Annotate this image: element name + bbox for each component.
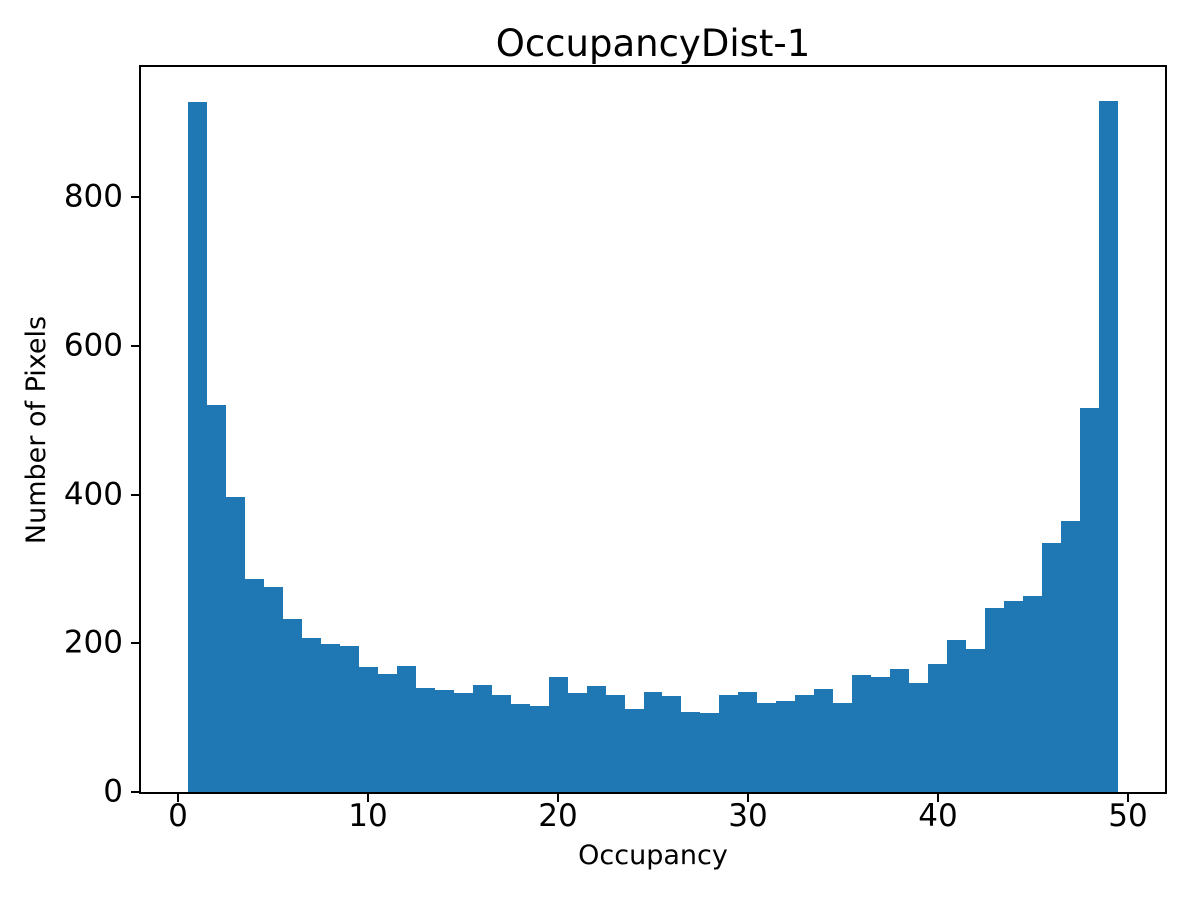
histogram-bar (207, 405, 226, 792)
histogram-bar (738, 692, 757, 792)
histogram-bar (245, 579, 264, 792)
histogram-bar (890, 669, 909, 792)
x-tick (747, 794, 749, 802)
y-tick-label: 800 (63, 178, 123, 215)
x-tick-label: 0 (168, 798, 188, 834)
x-tick-label: 20 (538, 798, 578, 834)
x-tick (1127, 794, 1129, 802)
histogram-bar (568, 693, 587, 792)
histogram-bar (283, 619, 302, 792)
histogram-bar (606, 695, 625, 792)
x-tick-label: 30 (728, 798, 768, 834)
histogram-bar (700, 713, 719, 792)
histogram-bar (852, 675, 871, 792)
histogram-bar (378, 674, 397, 792)
histogram-bar (416, 688, 435, 792)
histogram-bar (549, 677, 568, 792)
x-tick (937, 794, 939, 802)
histogram-bar (625, 709, 644, 792)
histogram-bars (141, 67, 1165, 792)
histogram-bar (1099, 101, 1118, 792)
y-tick (131, 345, 139, 347)
histogram-bar (757, 703, 776, 792)
histogram-bar (814, 689, 833, 792)
histogram-bar (1042, 543, 1061, 792)
histogram-bar (397, 666, 416, 792)
y-tick (131, 196, 139, 198)
chart-title: OccupancyDist-1 (495, 22, 811, 65)
histogram-bar (1080, 408, 1099, 792)
histogram-bar (435, 690, 454, 792)
y-axis-label: Number of Pixels (21, 315, 53, 545)
y-tick-label: 200 (63, 624, 123, 661)
histogram-bar (1004, 601, 1023, 792)
histogram-bar (587, 686, 606, 792)
histogram-bar (188, 102, 207, 792)
y-tick (131, 791, 139, 793)
histogram-bar (302, 638, 321, 792)
histogram-bar (454, 693, 473, 792)
y-tick (131, 642, 139, 644)
histogram-bar (644, 692, 662, 792)
histogram-bar (833, 703, 852, 792)
x-tick (557, 794, 559, 802)
histogram-bar (359, 667, 378, 792)
x-tick (177, 794, 179, 802)
x-axis-label: Occupancy (578, 840, 728, 871)
histogram-bar (985, 608, 1004, 792)
y-tick-label: 400 (63, 476, 123, 513)
y-tick-label: 600 (63, 327, 123, 364)
histogram-bar (321, 644, 340, 792)
histogram-bar (947, 640, 966, 792)
histogram-bar (1023, 596, 1042, 792)
histogram-bar (264, 587, 283, 792)
histogram-bar (928, 664, 947, 792)
histogram-bar (226, 497, 245, 792)
histogram-bar (776, 701, 795, 792)
y-tick-label: 0 (103, 773, 123, 810)
histogram-bar (871, 677, 890, 792)
histogram-bar (492, 695, 511, 792)
histogram-bar (530, 706, 549, 792)
histogram-bar (662, 696, 681, 792)
histogram-bar (681, 712, 700, 792)
x-tick (367, 794, 369, 802)
x-tick-label: 50 (1108, 798, 1148, 834)
histogram-bar (719, 695, 738, 792)
y-tick (131, 494, 139, 496)
histogram-bar (1061, 521, 1080, 792)
histogram-bar (909, 683, 928, 792)
plot-area (139, 65, 1167, 794)
histogram-bar (340, 646, 359, 792)
histogram-bar (511, 704, 530, 792)
x-tick-label: 40 (918, 798, 958, 834)
x-tick-label: 10 (348, 798, 388, 834)
histogram-bar (473, 685, 492, 792)
histogram-bar (795, 695, 814, 792)
histogram-bar (966, 649, 985, 792)
